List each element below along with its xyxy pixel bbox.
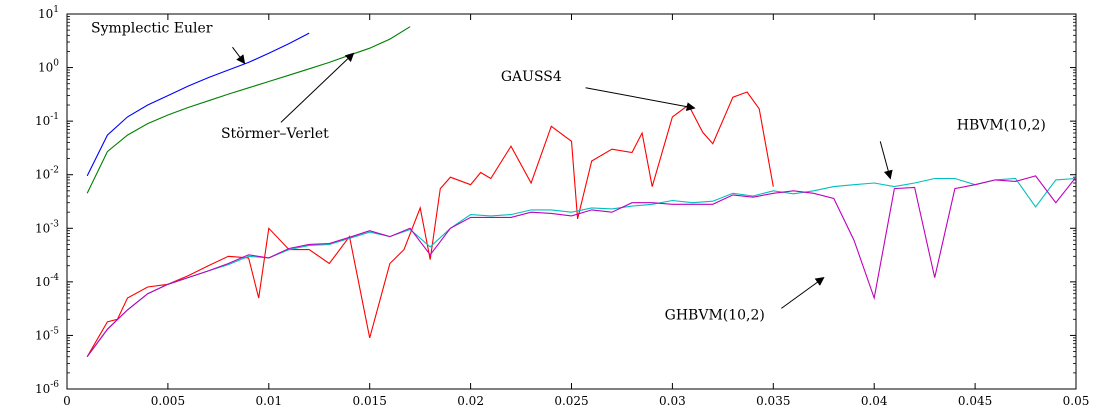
annotation-symplectic-euler: Symplectic Euler (91, 21, 213, 37)
x-tick-label: 0.04 (861, 394, 888, 408)
series-line-st-rmer-verlet (86, 26, 411, 194)
y-tick-label: 101 (38, 5, 59, 21)
annotation-layer: Symplectic Euler Störmer–Verlet GAUSS4 HBVM… (91, 21, 1046, 324)
y-tick-label: 10-3 (35, 219, 59, 235)
x-tick-label: 0.015 (353, 394, 387, 408)
x-tick-label: 0.05 (1063, 394, 1090, 408)
annotation-st-rmer-verlet: Störmer–Verlet (221, 126, 329, 142)
x-tick-label: 0.035 (756, 394, 790, 408)
series-line-ghbvm-10-2 (86, 175, 1077, 358)
annotation-hbvm-10-2: HBVM(10,2) (957, 117, 1046, 133)
x-tick-label: 0 (63, 394, 71, 408)
series-layer (86, 26, 1077, 358)
x-tick-label: 0.02 (457, 394, 484, 408)
series-line-hbvm-10-2 (86, 177, 1077, 358)
annotation-arrow-ghbvm-10-2 (781, 277, 825, 309)
y-tick-label: 100 (38, 59, 59, 75)
series-line-gauss4 (86, 91, 774, 357)
annotation-ghbvm-10-2: GHBVM(10,2) (665, 307, 765, 323)
y-tick-label: 10-6 (35, 380, 59, 396)
annotation-arrow-gauss4 (585, 87, 696, 112)
y-tick-label: 10-1 (35, 112, 59, 128)
series-line-symplectic-euler (86, 32, 310, 177)
plot-box (66, 13, 1077, 390)
x-tick-label: 0.01 (255, 394, 282, 408)
annotation-arrow-hbvm-10-2 (879, 141, 893, 180)
x-tick-label: 0.045 (958, 394, 992, 408)
plot-frame (66, 13, 1077, 390)
annotation-arrow-st-rmer-verlet (280, 52, 355, 123)
y-tick-label: 10-2 (35, 166, 59, 182)
y-tick-label: 10-5 (35, 326, 59, 342)
annotation-arrow-symplectic-euler (232, 46, 246, 65)
annotation-gauss4: GAUSS4 (501, 69, 562, 85)
y-tick-label: 10-4 (35, 273, 59, 289)
x-tick-label: 0.005 (151, 394, 185, 408)
axis-ticks: 0 0.005 0.01 0.015 0.02 0.025 0.03 0.035 0.04 0.0… (35, 5, 1089, 408)
x-tick-label: 0.03 (659, 394, 686, 408)
x-tick-label: 0.025 (554, 394, 588, 408)
